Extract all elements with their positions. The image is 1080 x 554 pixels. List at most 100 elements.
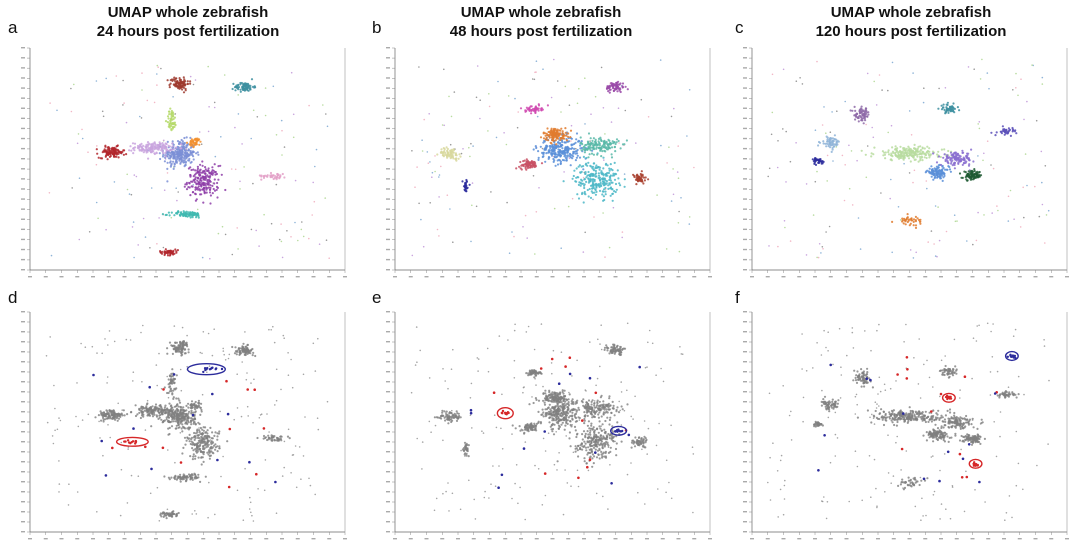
cluster-point xyxy=(950,162,953,165)
cluster-point xyxy=(587,195,590,198)
cluster-point xyxy=(196,170,199,174)
y-tick-label xyxy=(386,258,390,261)
cluster-point xyxy=(940,104,943,107)
x-tick-label xyxy=(923,276,928,278)
cluster-point xyxy=(887,153,891,156)
x-tick-label xyxy=(939,276,943,278)
cluster-point-gray xyxy=(101,415,104,418)
background-point xyxy=(517,111,519,113)
cluster-point xyxy=(604,179,607,182)
x-tick-label xyxy=(765,276,770,278)
title-panel-b: UMAP whole zebrafish 48 hours post ferti… xyxy=(411,3,671,41)
background-point xyxy=(770,133,773,136)
cluster-point xyxy=(552,139,555,142)
cluster-point-gray xyxy=(181,430,184,433)
background-point xyxy=(56,428,59,431)
background-point xyxy=(490,191,492,193)
cluster-point xyxy=(595,190,598,193)
cluster-point xyxy=(436,153,439,156)
x-tick-label xyxy=(456,276,460,278)
cluster-point xyxy=(173,162,176,165)
cluster-point-gray xyxy=(154,405,157,408)
background-point xyxy=(123,102,125,104)
cluster-point xyxy=(179,214,182,217)
cluster-point xyxy=(559,145,563,148)
cluster-point xyxy=(591,183,594,186)
cluster-point xyxy=(935,168,938,171)
cluster-point xyxy=(170,153,173,156)
background-point xyxy=(87,151,89,153)
cluster-point xyxy=(204,168,207,171)
background-point xyxy=(283,337,286,340)
background-point xyxy=(988,87,990,90)
y-tick-label xyxy=(21,87,25,89)
background-point xyxy=(570,124,573,127)
background-point xyxy=(930,230,933,232)
cluster-point-gray xyxy=(187,417,190,420)
cluster-point xyxy=(930,175,933,178)
background-point xyxy=(479,99,482,101)
background-point xyxy=(814,129,817,131)
y-tick-label xyxy=(21,127,25,130)
y-tick-label xyxy=(743,77,747,79)
cluster-point xyxy=(938,169,941,172)
cluster-point xyxy=(170,115,173,118)
cluster-point xyxy=(192,179,195,182)
background-point xyxy=(568,104,571,106)
cluster-point xyxy=(859,115,862,118)
cluster-point xyxy=(575,138,578,141)
cluster-point xyxy=(957,157,960,160)
background-point xyxy=(49,336,51,338)
y-tick-label xyxy=(386,158,390,160)
cluster-point-gray xyxy=(107,412,110,416)
x-tick-label xyxy=(828,276,833,278)
cluster-point-gray xyxy=(185,439,188,442)
background-point xyxy=(156,384,158,387)
background-point xyxy=(508,252,511,254)
background-point xyxy=(325,239,328,241)
background-point xyxy=(777,140,779,142)
title-line2: 120 hours post fertilization xyxy=(815,23,1007,40)
background-point xyxy=(314,165,316,168)
cluster-point-gray xyxy=(202,437,205,440)
background-point xyxy=(575,147,577,150)
cluster-point xyxy=(953,107,957,110)
cluster-point xyxy=(172,148,175,151)
cluster-point-gray xyxy=(167,433,170,436)
cluster-point xyxy=(592,153,596,156)
background-point xyxy=(113,181,116,183)
background-point xyxy=(584,123,586,125)
cluster-point xyxy=(188,143,191,146)
cluster-point xyxy=(569,164,572,167)
background-point xyxy=(805,183,808,185)
background-point xyxy=(101,352,103,355)
cluster-point xyxy=(912,218,916,221)
background-point xyxy=(77,425,80,428)
y-tick-label xyxy=(21,188,25,190)
background-point xyxy=(688,223,691,225)
background-point xyxy=(1041,83,1044,85)
cluster-point xyxy=(882,154,885,157)
background-point xyxy=(887,131,889,134)
cluster-point xyxy=(954,157,957,160)
cluster-point xyxy=(196,167,200,170)
cluster-point xyxy=(532,107,535,111)
background-point xyxy=(933,243,935,245)
cluster-point xyxy=(560,127,563,130)
background-point xyxy=(841,154,844,157)
background-point xyxy=(436,228,439,231)
cluster-point xyxy=(870,155,873,158)
cluster-point xyxy=(977,171,981,174)
background-point xyxy=(670,200,673,202)
cluster-point-gray xyxy=(177,349,180,352)
background-point xyxy=(275,134,278,136)
cluster-point-gray xyxy=(179,411,183,415)
background-point xyxy=(785,130,787,133)
cluster-point xyxy=(586,174,589,177)
background-point xyxy=(977,123,979,125)
background-point xyxy=(891,61,894,64)
background-point xyxy=(908,110,911,112)
cluster-point xyxy=(213,163,216,166)
background-point xyxy=(95,80,98,82)
cluster-point xyxy=(156,143,159,146)
